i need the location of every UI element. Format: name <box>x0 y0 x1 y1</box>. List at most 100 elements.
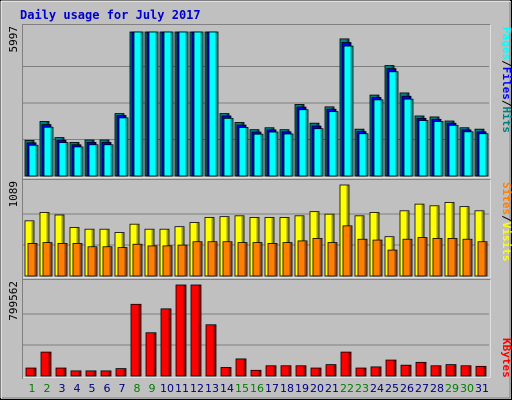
bar-shade-sites-day-27 <box>424 238 427 276</box>
bar-shade-kbytes-day-17 <box>273 366 276 376</box>
bar-kbytes-day-16 <box>250 369 262 377</box>
bar-sites-day-30 <box>462 238 473 277</box>
bar-shade-sites-day-14 <box>229 242 232 276</box>
legend-item: KBytes <box>500 338 512 378</box>
bar-kbytes-day-22 <box>340 351 352 377</box>
bar-sites-day-7 <box>117 247 128 277</box>
bar-pages-day-30 <box>463 131 474 177</box>
bar-shade-sites-day-25 <box>394 250 397 276</box>
bar-sites-day-17 <box>267 243 278 277</box>
bar-sites-day-6 <box>102 246 113 277</box>
bar-kbytes-day-6 <box>100 370 112 377</box>
bar-shade-sites-day-19 <box>304 241 307 276</box>
x-tick-day-4: 4 <box>74 382 81 395</box>
x-axis-day-labels: 1 2 3 4 5 6 7 8 9 10 11 12 13 14 15 16 17 18 19 20 21 22 23 24 2… <box>29 382 490 395</box>
bar-shade-kbytes-day-23 <box>363 368 366 376</box>
bar-pages-day-19 <box>298 109 309 177</box>
x-tick-day-24: 24 <box>370 382 384 395</box>
bar-sites-day-10 <box>162 245 173 277</box>
x-tick-day-8: 8 <box>134 382 141 395</box>
bar-shade-pages-day-15 <box>245 127 248 176</box>
bar-sites-day-19 <box>297 240 308 277</box>
x-tick-day-6: 6 <box>104 382 111 395</box>
panel-visits-sites <box>22 179 491 279</box>
bar-shade-pages-day-31 <box>485 134 488 176</box>
bar-shade-kbytes-day-25 <box>393 360 396 376</box>
bar-pages-day-21 <box>328 111 339 177</box>
bar-kbytes-day-12 <box>190 284 202 377</box>
bar-shade-sites-day-31 <box>484 242 487 276</box>
bar-shade-kbytes-day-21 <box>333 365 336 376</box>
bar-shade-sites-day-26 <box>409 239 412 276</box>
bar-shade-kbytes-day-15 <box>243 359 246 376</box>
bar-pages-day-24 <box>373 99 384 177</box>
bar-shade-pages-day-21 <box>335 112 338 176</box>
legend-hits-files-pages: Pages/Files/Hits <box>500 27 512 133</box>
legend-visits-sites: Sites/Visits <box>500 182 512 262</box>
bar-sites-day-22 <box>342 225 353 277</box>
bar-sites-day-20 <box>312 237 323 277</box>
y-max-label-kbytes: 799562 <box>7 281 20 321</box>
x-tick-day-3: 3 <box>59 382 66 395</box>
bar-shade-sites-day-9 <box>154 246 157 276</box>
bar-shade-pages-day-20 <box>320 129 323 176</box>
bar-shade-sites-day-12 <box>199 242 202 276</box>
bar-shade-kbytes-day-14 <box>228 367 231 376</box>
bar-pages-day-22 <box>343 45 354 177</box>
bar-kbytes-day-5 <box>85 370 97 377</box>
bar-shade-kbytes-day-20 <box>318 368 321 376</box>
bar-pages-day-17 <box>268 131 279 177</box>
bar-pages-day-13 <box>208 31 219 177</box>
bar-pages-day-18 <box>283 133 294 177</box>
legend-item: Visits <box>500 222 512 262</box>
bar-sites-day-3 <box>57 243 68 277</box>
bar-shade-pages-day-3 <box>65 143 68 176</box>
bar-kbytes-day-13 <box>205 324 217 377</box>
bar-kbytes-day-26 <box>400 364 412 377</box>
bar-shade-sites-day-13 <box>214 242 217 276</box>
bar-shade-kbytes-day-5 <box>93 371 96 376</box>
bar-pages-day-5 <box>88 144 99 177</box>
bar-shade-pages-day-2 <box>50 127 53 176</box>
bar-shade-sites-day-20 <box>319 238 322 276</box>
x-tick-day-10: 10 <box>160 382 174 395</box>
x-tick-day-31: 31 <box>475 382 489 395</box>
bar-sites-day-25 <box>387 249 398 277</box>
bar-pages-day-26 <box>403 98 414 177</box>
bar-pages-day-29 <box>448 124 459 177</box>
bar-sites-day-13 <box>207 241 218 277</box>
legend-item: Files <box>500 67 512 100</box>
bar-sites-day-9 <box>147 245 158 277</box>
bar-shade-pages-day-27 <box>425 121 428 176</box>
bar-shade-kbytes-day-29 <box>453 365 456 376</box>
bar-shade-pages-day-4 <box>80 147 83 176</box>
bar-shade-kbytes-day-31 <box>483 366 486 376</box>
bar-pages-day-20 <box>313 128 324 177</box>
bar-shade-sites-day-5 <box>94 247 97 276</box>
bar-pages-day-2 <box>43 126 54 177</box>
x-tick-day-7: 7 <box>119 382 126 395</box>
bar-kbytes-day-8 <box>130 303 142 377</box>
bar-shade-sites-day-22 <box>349 226 352 276</box>
bar-shade-sites-day-16 <box>259 243 262 276</box>
bar-shade-kbytes-day-9 <box>153 333 156 376</box>
x-tick-day-15: 15 <box>235 382 249 395</box>
bar-shade-sites-day-15 <box>244 243 247 276</box>
bar-kbytes-day-1 <box>25 367 37 377</box>
bar-shade-pages-day-5 <box>95 145 98 176</box>
bar-shade-sites-day-21 <box>334 243 337 276</box>
bar-shade-pages-day-13 <box>215 32 218 176</box>
bar-shade-kbytes-day-19 <box>303 366 306 376</box>
bar-pages-day-4 <box>73 146 84 177</box>
bar-shade-pages-day-9 <box>155 32 158 176</box>
x-tick-day-1: 1 <box>29 382 36 395</box>
bar-shade-kbytes-day-12 <box>198 285 201 376</box>
x-tick-day-22: 22 <box>340 382 354 395</box>
bar-pages-day-7 <box>118 117 129 177</box>
bar-shade-sites-day-1 <box>34 243 37 276</box>
bar-shade-kbytes-day-6 <box>108 371 111 376</box>
bar-shade-sites-day-28 <box>439 238 442 276</box>
bar-kbytes-day-27 <box>415 361 427 377</box>
panel-hits-files-pages <box>22 24 491 179</box>
